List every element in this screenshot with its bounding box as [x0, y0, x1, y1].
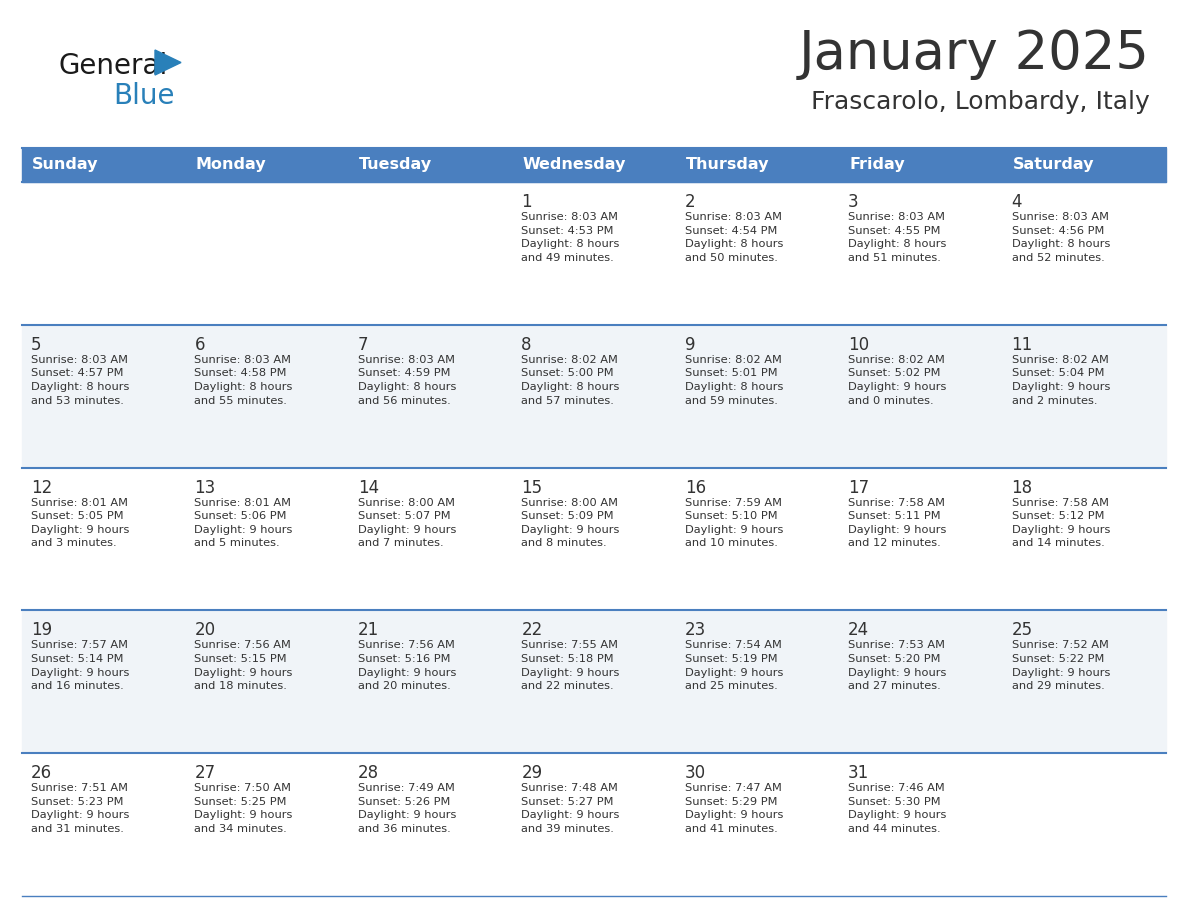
- Text: 28: 28: [358, 764, 379, 782]
- Text: Blue: Blue: [113, 82, 175, 110]
- Text: 26: 26: [31, 764, 52, 782]
- Text: 14: 14: [358, 478, 379, 497]
- Bar: [23, 610, 1165, 753]
- Text: Monday: Monday: [196, 158, 266, 173]
- Text: 27: 27: [195, 764, 215, 782]
- Text: Sunrise: 7:46 AM
Sunset: 5:30 PM
Daylight: 9 hours
and 44 minutes.: Sunrise: 7:46 AM Sunset: 5:30 PM Dayligh…: [848, 783, 947, 834]
- Text: Sunrise: 7:51 AM
Sunset: 5:23 PM
Daylight: 9 hours
and 31 minutes.: Sunrise: 7:51 AM Sunset: 5:23 PM Dayligh…: [31, 783, 129, 834]
- Text: Sunrise: 7:54 AM
Sunset: 5:19 PM
Daylight: 9 hours
and 25 minutes.: Sunrise: 7:54 AM Sunset: 5:19 PM Dayligh…: [684, 641, 783, 691]
- Text: Friday: Friday: [849, 158, 905, 173]
- Text: 19: 19: [31, 621, 52, 640]
- Text: Sunrise: 8:00 AM
Sunset: 5:07 PM
Daylight: 9 hours
and 7 minutes.: Sunrise: 8:00 AM Sunset: 5:07 PM Dayligh…: [358, 498, 456, 548]
- Text: General: General: [58, 52, 168, 80]
- Text: 3: 3: [848, 193, 859, 211]
- Text: Sunrise: 7:55 AM
Sunset: 5:18 PM
Daylight: 9 hours
and 22 minutes.: Sunrise: 7:55 AM Sunset: 5:18 PM Dayligh…: [522, 641, 620, 691]
- Bar: [23, 148, 1165, 182]
- Text: January 2025: January 2025: [800, 28, 1150, 80]
- Text: Sunrise: 8:02 AM
Sunset: 5:01 PM
Daylight: 8 hours
and 59 minutes.: Sunrise: 8:02 AM Sunset: 5:01 PM Dayligh…: [684, 354, 783, 406]
- Text: 25: 25: [1011, 621, 1032, 640]
- Text: Sunrise: 7:58 AM
Sunset: 5:11 PM
Daylight: 9 hours
and 12 minutes.: Sunrise: 7:58 AM Sunset: 5:11 PM Dayligh…: [848, 498, 947, 548]
- Text: 1: 1: [522, 193, 532, 211]
- Text: Sunrise: 8:03 AM
Sunset: 4:54 PM
Daylight: 8 hours
and 50 minutes.: Sunrise: 8:03 AM Sunset: 4:54 PM Dayligh…: [684, 212, 783, 263]
- Text: Frascarolo, Lombardy, Italy: Frascarolo, Lombardy, Italy: [811, 90, 1150, 114]
- Text: Wednesday: Wednesday: [523, 158, 626, 173]
- Polygon shape: [154, 50, 181, 75]
- Text: Thursday: Thursday: [685, 158, 769, 173]
- Text: Sunrise: 8:02 AM
Sunset: 5:00 PM
Daylight: 8 hours
and 57 minutes.: Sunrise: 8:02 AM Sunset: 5:00 PM Dayligh…: [522, 354, 620, 406]
- Text: 5: 5: [31, 336, 42, 353]
- Text: 24: 24: [848, 621, 870, 640]
- Text: Saturday: Saturday: [1012, 158, 1094, 173]
- Text: 17: 17: [848, 478, 870, 497]
- Text: Sunday: Sunday: [32, 158, 99, 173]
- Text: 12: 12: [31, 478, 52, 497]
- Text: Sunrise: 8:02 AM
Sunset: 5:04 PM
Daylight: 9 hours
and 2 minutes.: Sunrise: 8:02 AM Sunset: 5:04 PM Dayligh…: [1011, 354, 1110, 406]
- Text: 30: 30: [684, 764, 706, 782]
- Text: 4: 4: [1011, 193, 1022, 211]
- Text: Sunrise: 8:03 AM
Sunset: 4:59 PM
Daylight: 8 hours
and 56 minutes.: Sunrise: 8:03 AM Sunset: 4:59 PM Dayligh…: [358, 354, 456, 406]
- Text: 7: 7: [358, 336, 368, 353]
- Text: Sunrise: 7:47 AM
Sunset: 5:29 PM
Daylight: 9 hours
and 41 minutes.: Sunrise: 7:47 AM Sunset: 5:29 PM Dayligh…: [684, 783, 783, 834]
- Bar: [23, 467, 1165, 610]
- Text: Sunrise: 8:02 AM
Sunset: 5:02 PM
Daylight: 9 hours
and 0 minutes.: Sunrise: 8:02 AM Sunset: 5:02 PM Dayligh…: [848, 354, 947, 406]
- Text: Sunrise: 7:48 AM
Sunset: 5:27 PM
Daylight: 9 hours
and 39 minutes.: Sunrise: 7:48 AM Sunset: 5:27 PM Dayligh…: [522, 783, 620, 834]
- Text: 2: 2: [684, 193, 695, 211]
- Text: 20: 20: [195, 621, 215, 640]
- Text: Sunrise: 8:03 AM
Sunset: 4:57 PM
Daylight: 8 hours
and 53 minutes.: Sunrise: 8:03 AM Sunset: 4:57 PM Dayligh…: [31, 354, 129, 406]
- Text: 16: 16: [684, 478, 706, 497]
- Text: 9: 9: [684, 336, 695, 353]
- Text: 23: 23: [684, 621, 706, 640]
- Text: 13: 13: [195, 478, 216, 497]
- Text: 11: 11: [1011, 336, 1032, 353]
- Bar: [23, 753, 1165, 896]
- Text: 6: 6: [195, 336, 204, 353]
- Text: Sunrise: 7:57 AM
Sunset: 5:14 PM
Daylight: 9 hours
and 16 minutes.: Sunrise: 7:57 AM Sunset: 5:14 PM Dayligh…: [31, 641, 129, 691]
- Text: Sunrise: 7:59 AM
Sunset: 5:10 PM
Daylight: 9 hours
and 10 minutes.: Sunrise: 7:59 AM Sunset: 5:10 PM Dayligh…: [684, 498, 783, 548]
- Text: Sunrise: 8:03 AM
Sunset: 4:56 PM
Daylight: 8 hours
and 52 minutes.: Sunrise: 8:03 AM Sunset: 4:56 PM Dayligh…: [1011, 212, 1110, 263]
- Text: Sunrise: 8:03 AM
Sunset: 4:58 PM
Daylight: 8 hours
and 55 minutes.: Sunrise: 8:03 AM Sunset: 4:58 PM Dayligh…: [195, 354, 292, 406]
- Bar: [23, 182, 1165, 325]
- Text: Sunrise: 7:50 AM
Sunset: 5:25 PM
Daylight: 9 hours
and 34 minutes.: Sunrise: 7:50 AM Sunset: 5:25 PM Dayligh…: [195, 783, 292, 834]
- Text: Sunrise: 7:52 AM
Sunset: 5:22 PM
Daylight: 9 hours
and 29 minutes.: Sunrise: 7:52 AM Sunset: 5:22 PM Dayligh…: [1011, 641, 1110, 691]
- Text: 10: 10: [848, 336, 870, 353]
- Bar: [23, 325, 1165, 467]
- Text: Sunrise: 7:56 AM
Sunset: 5:16 PM
Daylight: 9 hours
and 20 minutes.: Sunrise: 7:56 AM Sunset: 5:16 PM Dayligh…: [358, 641, 456, 691]
- Text: 29: 29: [522, 764, 543, 782]
- Text: 21: 21: [358, 621, 379, 640]
- Text: Sunrise: 7:49 AM
Sunset: 5:26 PM
Daylight: 9 hours
and 36 minutes.: Sunrise: 7:49 AM Sunset: 5:26 PM Dayligh…: [358, 783, 456, 834]
- Text: 15: 15: [522, 478, 543, 497]
- Text: Sunrise: 7:58 AM
Sunset: 5:12 PM
Daylight: 9 hours
and 14 minutes.: Sunrise: 7:58 AM Sunset: 5:12 PM Dayligh…: [1011, 498, 1110, 548]
- Text: Tuesday: Tuesday: [359, 158, 432, 173]
- Text: Sunrise: 8:03 AM
Sunset: 4:55 PM
Daylight: 8 hours
and 51 minutes.: Sunrise: 8:03 AM Sunset: 4:55 PM Dayligh…: [848, 212, 947, 263]
- Text: 31: 31: [848, 764, 870, 782]
- Text: 18: 18: [1011, 478, 1032, 497]
- Text: Sunrise: 7:56 AM
Sunset: 5:15 PM
Daylight: 9 hours
and 18 minutes.: Sunrise: 7:56 AM Sunset: 5:15 PM Dayligh…: [195, 641, 292, 691]
- Text: 22: 22: [522, 621, 543, 640]
- Text: Sunrise: 8:03 AM
Sunset: 4:53 PM
Daylight: 8 hours
and 49 minutes.: Sunrise: 8:03 AM Sunset: 4:53 PM Dayligh…: [522, 212, 620, 263]
- Text: Sunrise: 8:01 AM
Sunset: 5:06 PM
Daylight: 9 hours
and 5 minutes.: Sunrise: 8:01 AM Sunset: 5:06 PM Dayligh…: [195, 498, 292, 548]
- Text: 8: 8: [522, 336, 532, 353]
- Text: Sunrise: 8:00 AM
Sunset: 5:09 PM
Daylight: 9 hours
and 8 minutes.: Sunrise: 8:00 AM Sunset: 5:09 PM Dayligh…: [522, 498, 620, 548]
- Text: Sunrise: 8:01 AM
Sunset: 5:05 PM
Daylight: 9 hours
and 3 minutes.: Sunrise: 8:01 AM Sunset: 5:05 PM Dayligh…: [31, 498, 129, 548]
- Text: Sunrise: 7:53 AM
Sunset: 5:20 PM
Daylight: 9 hours
and 27 minutes.: Sunrise: 7:53 AM Sunset: 5:20 PM Dayligh…: [848, 641, 947, 691]
